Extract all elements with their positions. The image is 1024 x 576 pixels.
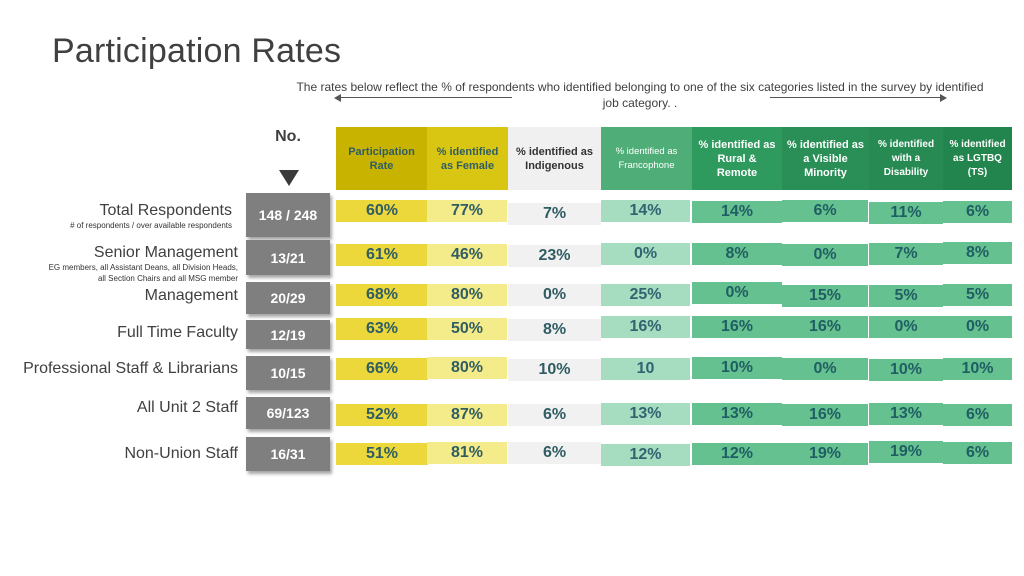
right-arrow-line	[770, 97, 942, 98]
row-label: Non-Union Staff	[124, 444, 238, 463]
value-cell: 46%	[427, 244, 507, 266]
respondent-count-box: 13/21	[246, 240, 330, 275]
value-cell: 19%	[869, 441, 943, 463]
row-label-text: Management	[144, 287, 238, 304]
value-cell: 15%	[782, 285, 868, 307]
row-label-text: Full Time Faculty	[117, 324, 238, 341]
row-label-text: Senior Management	[93, 244, 238, 261]
value-cell: 8%	[508, 319, 601, 341]
value-cell: 80%	[427, 357, 507, 379]
value-cell: 16%	[601, 316, 690, 338]
row-label: Full Time Faculty	[117, 323, 238, 342]
value-cell: 87%	[427, 404, 507, 426]
column-header: % identified as Indigenous	[508, 127, 601, 190]
value-cell: 6%	[782, 200, 868, 222]
column-header: % identified as a Visible Minority	[782, 127, 869, 190]
value-cell: 51%	[336, 443, 428, 465]
value-cell: 13%	[601, 403, 690, 425]
value-cell: 7%	[508, 203, 601, 225]
value-cell: 68%	[336, 284, 428, 306]
respondent-count-box: 69/123	[246, 397, 330, 429]
value-cell: 6%	[943, 201, 1012, 223]
value-cell: 23%	[508, 245, 601, 267]
value-cell: 61%	[336, 244, 428, 266]
value-cell: 50%	[427, 318, 507, 340]
value-cell: 8%	[692, 243, 782, 265]
left-arrow-line	[336, 97, 512, 98]
value-cell: 52%	[336, 404, 428, 426]
value-cell: 10%	[943, 358, 1012, 380]
row-label-text: Non-Union Staff	[124, 445, 238, 462]
row-label-subtext: EG members, all Assistant Deans, all Div…	[48, 263, 238, 272]
row-label-subtext: all Section Chairs and all MSG member	[97, 274, 238, 283]
value-cell: 0%	[508, 284, 601, 306]
respondent-count-box: 10/15	[246, 356, 330, 390]
page-title: Participation Rates	[52, 32, 342, 70]
value-cell: 14%	[601, 200, 690, 222]
down-triangle-icon	[279, 170, 299, 186]
value-cell: 12%	[601, 444, 690, 466]
value-cell: 7%	[869, 243, 943, 265]
value-cell: 12%	[692, 443, 782, 465]
value-cell: 25%	[601, 284, 690, 306]
value-cell: 10	[601, 358, 690, 380]
value-cell: 0%	[782, 244, 868, 266]
column-header: % identified as Female	[427, 127, 508, 190]
respondent-count-box: 12/19	[246, 320, 330, 349]
value-cell: 10%	[508, 359, 601, 381]
row-label: Management	[145, 286, 238, 305]
row-label-subtext: # of respondents / over available respon…	[70, 221, 232, 230]
value-cell: 13%	[869, 403, 943, 425]
respondent-count-box: 20/29	[246, 282, 330, 314]
value-cell: 80%	[427, 284, 507, 306]
value-cell: 10%	[869, 359, 943, 381]
value-cell: 6%	[508, 442, 601, 464]
row-label: All Unit 2 Staff	[137, 398, 238, 417]
value-cell: 5%	[869, 285, 943, 307]
row-label-text: All Unit 2 Staff	[136, 399, 238, 416]
value-cell: 10%	[692, 357, 782, 379]
column-header: % identified as LGTBQ (TS)	[943, 127, 1012, 190]
respondent-count-box: 148 / 248	[246, 193, 330, 237]
value-cell: 77%	[427, 200, 507, 222]
value-cell: 19%	[782, 443, 868, 465]
value-cell: 14%	[692, 201, 782, 223]
row-label-text: Professional Staff & Librarians	[23, 360, 238, 377]
row-label: Senior Management EG members, all Assista…	[49, 243, 238, 284]
row-label: Professional Staff & Librarians	[23, 359, 238, 378]
right-arrow-icon	[940, 94, 947, 102]
value-cell: 6%	[943, 442, 1012, 464]
value-cell: 16%	[782, 316, 868, 338]
respondent-count-box: 16/31	[246, 437, 330, 471]
value-cell: 81%	[427, 442, 507, 464]
value-cell: 8%	[943, 242, 1012, 264]
row-label-text: Total Respondents	[99, 202, 232, 219]
value-cell: 6%	[508, 404, 601, 426]
value-cell: 0%	[601, 243, 690, 265]
value-cell: 5%	[943, 284, 1012, 306]
column-header: % identified with a Disability	[869, 127, 943, 190]
left-arrow-icon	[334, 94, 341, 102]
column-header: % identified as Rural & Remote	[692, 127, 782, 190]
subtitle: The rates below reflect the % of respond…	[296, 80, 984, 110]
column-header: Participation Rate	[336, 127, 427, 190]
value-cell: 0%	[869, 316, 943, 338]
no-column-label: No.	[275, 128, 301, 145]
value-cell: 66%	[336, 358, 428, 380]
value-cell: 0%	[782, 358, 868, 380]
value-cell: 16%	[782, 404, 868, 426]
value-cell: 13%	[692, 403, 782, 425]
value-cell: 6%	[943, 404, 1012, 426]
column-header: % identified as Francophone	[601, 127, 692, 190]
value-cell: 63%	[336, 318, 428, 340]
value-cell: 11%	[869, 202, 943, 224]
value-cell: 0%	[692, 282, 782, 304]
row-label: Total Respondents # of respondents / over…	[70, 201, 232, 231]
value-cell: 16%	[692, 316, 782, 338]
value-cell: 0%	[943, 316, 1012, 338]
value-cell: 60%	[336, 200, 428, 222]
